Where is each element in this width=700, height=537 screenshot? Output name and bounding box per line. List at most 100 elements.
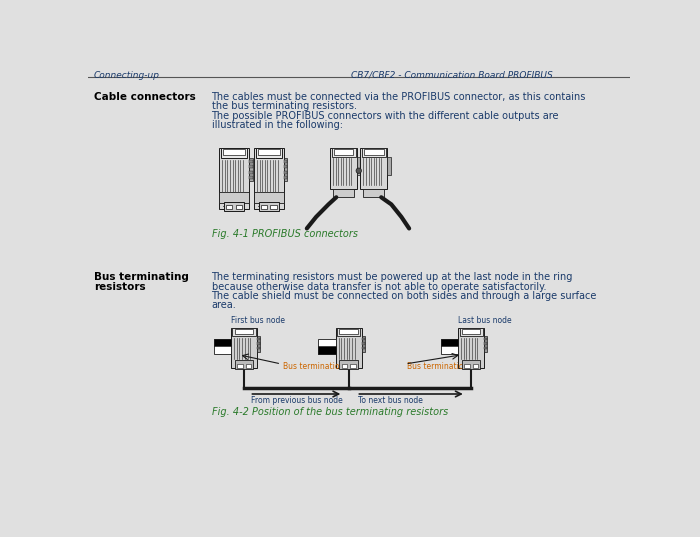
Bar — [441, 338, 458, 354]
Text: illustrated in the following:: illustrated in the following: — [211, 120, 342, 130]
Text: Bus terminating: Bus terminating — [94, 272, 188, 282]
Bar — [340, 329, 358, 334]
Bar — [362, 148, 386, 157]
Bar — [237, 364, 242, 368]
Bar — [246, 364, 251, 368]
Text: because otherwise data transfer is not able to operate satisfactorily.: because otherwise data transfer is not a… — [211, 281, 546, 292]
Bar — [257, 347, 260, 350]
Text: From previous bus node: From previous bus node — [251, 396, 343, 404]
Bar — [464, 364, 470, 368]
Text: Last bus node: Last bus node — [458, 316, 512, 325]
Text: To next bus node: To next bus node — [358, 396, 423, 404]
Bar — [340, 360, 358, 369]
Bar — [318, 338, 335, 354]
Bar — [214, 338, 231, 354]
Bar — [364, 149, 384, 155]
Bar — [332, 148, 356, 157]
Bar — [458, 328, 484, 368]
Bar — [259, 201, 279, 211]
Bar — [226, 205, 232, 209]
Bar — [270, 205, 276, 209]
Bar — [224, 201, 244, 211]
Text: CB7/CBF2 - Communication Board PROFIBUS: CB7/CBF2 - Communication Board PROFIBUS — [351, 70, 553, 79]
Bar — [248, 160, 253, 163]
Text: area.: area. — [211, 300, 237, 310]
Bar — [462, 360, 480, 369]
Text: off: off — [442, 347, 454, 356]
Bar — [363, 189, 384, 197]
Text: The terminating resistors must be powered up at the last node in the ring: The terminating resistors must be powere… — [211, 272, 573, 282]
Bar — [330, 148, 357, 189]
Bar — [231, 328, 257, 368]
Bar — [248, 158, 253, 182]
Bar — [248, 165, 253, 169]
Bar — [223, 149, 245, 155]
Bar — [362, 336, 365, 352]
Bar — [337, 328, 360, 336]
Text: The cables must be connected via the PROFIBUS connector, as this contains: The cables must be connected via the PRO… — [211, 92, 586, 102]
Bar — [284, 171, 288, 174]
Bar — [360, 148, 387, 189]
Bar — [484, 343, 487, 345]
Text: Bus termination: Bus termination — [407, 361, 468, 371]
Bar — [284, 165, 288, 169]
Bar — [284, 176, 288, 179]
Bar — [219, 192, 248, 203]
Text: off: off — [216, 347, 228, 356]
Text: The cable shield must be connected on both sides and through a large surface: The cable shield must be connected on bo… — [211, 291, 597, 301]
Bar — [333, 189, 354, 197]
Text: The possible PROFIBUS connectors with the different cable outputs are: The possible PROFIBUS connectors with th… — [211, 111, 559, 121]
Bar — [234, 360, 253, 369]
Circle shape — [356, 168, 361, 173]
Bar — [362, 338, 365, 340]
Bar — [350, 364, 356, 368]
Bar — [254, 192, 284, 203]
Bar — [473, 364, 478, 368]
Text: the bus terminating resistors.: the bus terminating resistors. — [211, 101, 356, 111]
Bar — [342, 364, 347, 368]
Bar — [284, 160, 288, 163]
Text: off: off — [320, 347, 332, 356]
Bar — [459, 328, 483, 336]
Bar — [441, 338, 458, 346]
Bar — [284, 158, 288, 182]
Bar — [484, 347, 487, 350]
Bar — [235, 205, 241, 209]
Text: Z: Z — [240, 202, 244, 208]
Bar — [257, 338, 260, 340]
Text: on: on — [320, 339, 331, 349]
Bar — [254, 148, 284, 209]
Bar — [234, 329, 253, 334]
Bar — [232, 328, 256, 336]
Bar — [387, 157, 391, 175]
Text: resistors: resistors — [94, 281, 146, 292]
Text: Cable connectors: Cable connectors — [94, 92, 195, 102]
Bar — [257, 336, 260, 352]
Bar — [335, 328, 362, 368]
Bar — [484, 338, 487, 340]
Bar — [248, 171, 253, 174]
Bar — [318, 346, 335, 354]
Text: Z: Z — [258, 202, 261, 208]
Bar — [257, 343, 260, 345]
Bar — [462, 329, 480, 334]
Text: Z: Z — [223, 202, 227, 208]
Bar — [256, 148, 282, 158]
Bar — [258, 149, 280, 155]
Bar — [248, 176, 253, 179]
Text: Fig. 4-1 PROFIBUS connectors: Fig. 4-1 PROFIBUS connectors — [211, 229, 358, 239]
Text: on: on — [442, 339, 454, 349]
Bar — [357, 157, 360, 175]
Bar — [220, 148, 247, 158]
Bar — [362, 343, 365, 345]
Bar — [362, 347, 365, 350]
Text: Z: Z — [274, 202, 279, 208]
Text: First bus node: First bus node — [231, 316, 285, 325]
Bar — [334, 149, 354, 155]
Text: Fig. 4-2 Position of the bus terminating resistors: Fig. 4-2 Position of the bus terminating… — [211, 407, 448, 417]
Text: on: on — [216, 339, 226, 349]
Bar — [219, 148, 248, 209]
Bar — [261, 205, 267, 209]
Bar — [214, 338, 231, 346]
Text: Connecting-up: Connecting-up — [94, 70, 160, 79]
